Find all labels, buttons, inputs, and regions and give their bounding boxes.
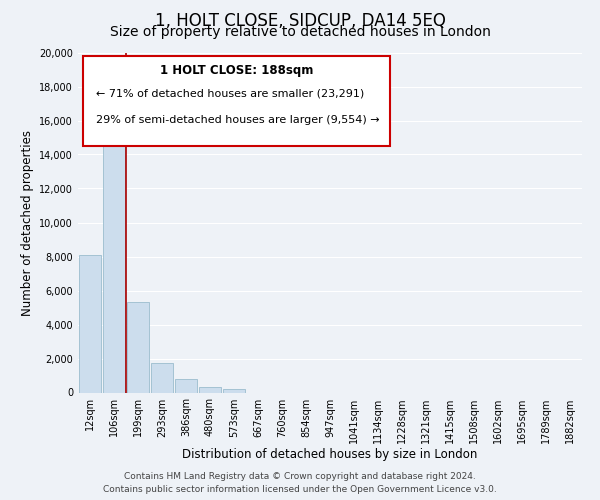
FancyBboxPatch shape (83, 56, 391, 146)
Text: ← 71% of detached houses are smaller (23,291): ← 71% of detached houses are smaller (23… (95, 88, 364, 98)
Text: 1, HOLT CLOSE, SIDCUP, DA14 5EQ: 1, HOLT CLOSE, SIDCUP, DA14 5EQ (155, 12, 445, 30)
Bar (223, 388, 245, 392)
Text: Contains HM Land Registry data © Crown copyright and database right 2024.
Contai: Contains HM Land Registry data © Crown c… (103, 472, 497, 494)
Bar (175, 379, 197, 392)
Bar (127, 302, 149, 392)
Text: Size of property relative to detached houses in London: Size of property relative to detached ho… (110, 25, 490, 39)
Bar (199, 388, 221, 392)
Bar (151, 363, 173, 392)
Y-axis label: Number of detached properties: Number of detached properties (21, 130, 34, 316)
X-axis label: Distribution of detached houses by size in London: Distribution of detached houses by size … (182, 448, 478, 462)
Text: 29% of semi-detached houses are larger (9,554) →: 29% of semi-detached houses are larger (… (95, 116, 379, 126)
Bar (79, 255, 101, 392)
Text: 1 HOLT CLOSE: 188sqm: 1 HOLT CLOSE: 188sqm (160, 64, 313, 78)
Bar (103, 107, 125, 393)
